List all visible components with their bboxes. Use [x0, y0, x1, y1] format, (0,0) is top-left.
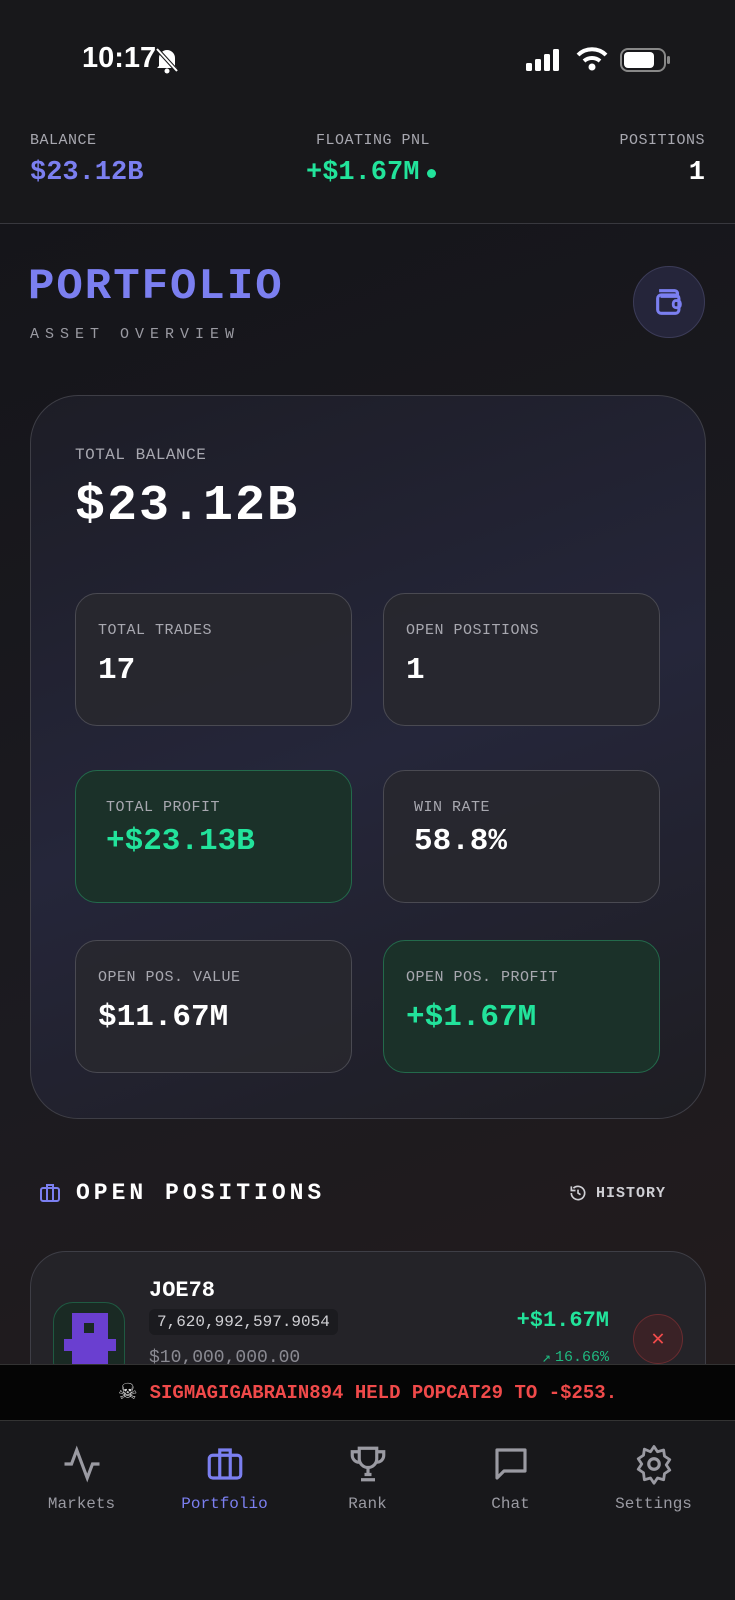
ticker-text: SIGMAGIGABRAIN894 HELD POPCAT29 TO -$253…: [149, 1381, 618, 1404]
position-amount: 7,620,992,597.9054: [149, 1309, 338, 1335]
stat-open-pos-profit: OPEN POS. PROFIT +$1.67M: [383, 940, 660, 1073]
signal-icon: [526, 49, 559, 71]
total-balance-label: TOTAL BALANCE: [75, 446, 207, 464]
nav-markets[interactable]: Markets: [17, 1443, 147, 1600]
live-dot-icon: [427, 168, 437, 178]
stat-total-profit: TOTAL PROFIT +$23.13B: [75, 770, 352, 903]
positions-value: 1: [688, 158, 705, 188]
briefcase-icon: [40, 1184, 60, 1202]
balance-value: $23.12B: [30, 158, 144, 188]
position-profit: +$1.67M: [516, 1308, 609, 1333]
trend-up-icon: ↗: [541, 1350, 551, 1367]
nav-settings[interactable]: Settings: [589, 1443, 719, 1600]
positions-label: POSITIONS: [619, 132, 705, 149]
nav-rank[interactable]: Rank: [303, 1443, 433, 1600]
skull-icon: ☠: [117, 1380, 138, 1405]
overview-card: TOTAL BALANCE $23.12B TOTAL TRADES 17 OPE…: [30, 395, 706, 1119]
wifi-icon: [576, 47, 608, 71]
wallet-button[interactable]: [633, 266, 705, 338]
position-value: $10,000,000.00: [149, 1348, 301, 1368]
nav-portfolio[interactable]: Portfolio: [160, 1443, 290, 1600]
status-time: 10:17: [82, 42, 157, 74]
bell-muted-icon: [155, 47, 179, 74]
trophy-icon: [350, 1446, 385, 1482]
position-change: 16.66%: [554, 1349, 609, 1366]
activity-icon: [64, 1445, 99, 1483]
briefcase-icon: [207, 1448, 242, 1480]
stat-total-trades: TOTAL TRADES 17: [75, 593, 352, 726]
stat-open-pos-value: OPEN POS. VALUE $11.67M: [75, 940, 352, 1073]
position-name: JOE78: [149, 1278, 216, 1303]
nav-chat[interactable]: Chat: [446, 1443, 576, 1600]
floating-pnl-value: +$1.67M: [306, 158, 420, 188]
stat-open-positions: OPEN POSITIONS 1: [383, 593, 660, 726]
open-positions-header: OPEN POSITIONS: [38, 1180, 325, 1206]
battery-icon: [620, 48, 670, 72]
floating-pnl-label: FLOATING PNL: [316, 132, 431, 149]
chat-icon: [494, 1448, 527, 1480]
wallet-icon: [656, 289, 682, 315]
history-icon: [570, 1185, 586, 1201]
history-button[interactable]: HISTORY: [568, 1183, 666, 1203]
balance-label: BALANCE: [30, 132, 97, 149]
close-icon: ✕: [651, 1327, 665, 1352]
bottom-nav: Markets Portfolio Rank Chat Settings: [0, 1421, 735, 1600]
close-position-button[interactable]: ✕: [633, 1314, 683, 1364]
account-summary-bar: BALANCE $23.12B FLOATING PNL +$1.67M POS…: [0, 120, 735, 224]
stat-win-rate: WIN RATE 58.8%: [383, 770, 660, 903]
page-title: PORTFOLIO: [28, 262, 284, 312]
gear-icon: [636, 1445, 671, 1485]
activity-ticker: ☠ SIGMAGIGABRAIN894 HELD POPCAT29 TO -$2…: [0, 1364, 735, 1421]
total-balance-value: $23.12B: [75, 478, 300, 535]
open-positions-title: OPEN POSITIONS: [76, 1180, 326, 1206]
status-bar: 10:17: [0, 0, 735, 120]
page-subtitle: ASSET OVERVIEW: [30, 326, 241, 343]
